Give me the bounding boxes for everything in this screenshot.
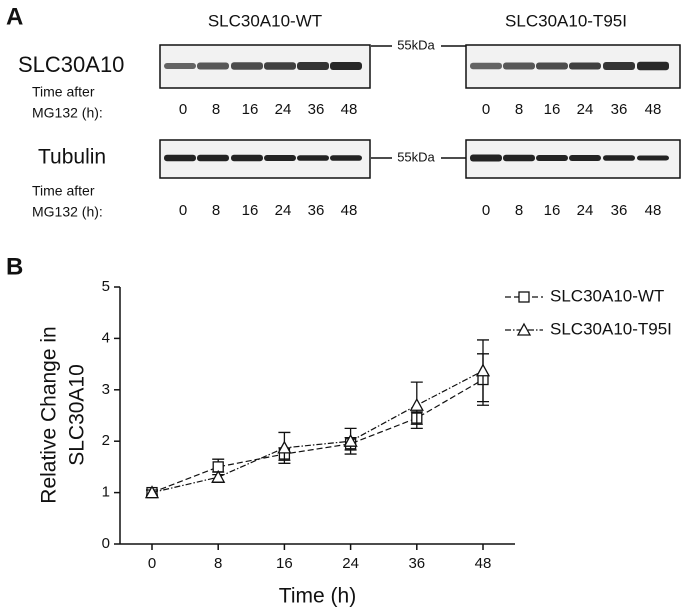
blot-band [637,61,669,71]
time-value: 36 [308,202,325,219]
blot-band [330,155,362,161]
panel-label: B [6,253,23,280]
marker-label: 55kDa [397,37,435,52]
y-tick-label: 1 [102,484,110,501]
time-label: Time after [32,84,95,100]
data-point [475,363,491,377]
series-line [151,370,484,494]
time-value: 16 [242,101,259,118]
time-value: 24 [577,202,594,219]
blot-band [536,155,568,161]
time-value: 8 [515,202,523,219]
blot-band [637,155,669,161]
time-value: 8 [212,202,220,219]
time-value: 24 [577,101,594,118]
time-label: Time after [32,183,95,199]
blot-band [569,62,601,70]
blot-band [264,155,296,161]
time-value: 0 [179,202,187,219]
blot-band [503,154,535,162]
time-value: 0 [179,101,187,118]
blot-band [603,155,635,161]
x-tick-label: 8 [214,555,222,572]
column-title: SLC30A10-WT [208,11,322,30]
blot-band [164,154,196,162]
time-value: 0 [482,101,490,118]
time-value: 24 [275,202,292,219]
y-tick-label: 5 [102,278,110,295]
time-value: 36 [611,202,628,219]
time-value: 16 [544,202,561,219]
blot-band [470,62,502,70]
legend-marker [516,322,532,336]
x-tick-label: 36 [408,555,425,572]
y-axis-title: Relative Change in [38,326,61,503]
time-value: 16 [242,202,259,219]
time-value: 8 [212,101,220,118]
time-value: 36 [611,101,628,118]
y-tick-label: 4 [102,329,110,346]
data-point [277,440,292,454]
data-point [343,433,358,447]
y-axis-title: SLC30A10 [66,364,89,466]
data-point [211,469,226,483]
time-value: 48 [645,202,662,219]
column-title: SLC30A10-T95I [505,11,627,30]
data-point [409,397,424,411]
blot-band [164,63,196,69]
time-value: 16 [544,101,561,118]
blot-band [536,62,568,70]
time-label: MG132 (h): [32,204,103,220]
series-line [151,379,484,494]
x-axis-title: Time (h) [279,585,356,608]
x-tick-label: 48 [475,555,492,572]
x-tick-label: 24 [342,555,359,572]
blot-band [264,62,296,70]
legend-label: SLC30A10-WT [550,286,664,305]
time-label: MG132 (h): [32,105,103,121]
time-value: 0 [482,202,490,219]
time-value: 24 [275,101,292,118]
blot-band [231,62,263,70]
protein-label: Tubulin [38,146,106,169]
legend-label: SLC30A10-T95I [550,319,672,338]
data-point [144,485,160,499]
time-value: 8 [515,101,523,118]
time-value: 36 [308,101,325,118]
blot-band [297,62,329,70]
marker-label: 55kDa [397,149,435,164]
blot-band [197,154,229,162]
blot-band [297,155,329,161]
y-tick-label: 0 [102,535,110,552]
blot-band [503,62,535,70]
x-tick-label: 16 [276,555,293,572]
blot-band [197,62,229,70]
blot-band [231,154,263,162]
time-value: 48 [341,202,358,219]
time-value: 48 [645,101,662,118]
blot-band [470,154,502,162]
legend-marker [518,291,530,303]
protein-label: SLC30A10 [18,52,124,77]
y-tick-label: 3 [102,381,110,398]
blot-band [569,155,601,161]
panel-label: A [6,3,23,30]
time-value: 48 [341,101,358,118]
blot-band [330,62,362,70]
x-tick-label: 0 [148,555,156,572]
blot-band [603,62,635,70]
y-tick-label: 2 [102,432,110,449]
